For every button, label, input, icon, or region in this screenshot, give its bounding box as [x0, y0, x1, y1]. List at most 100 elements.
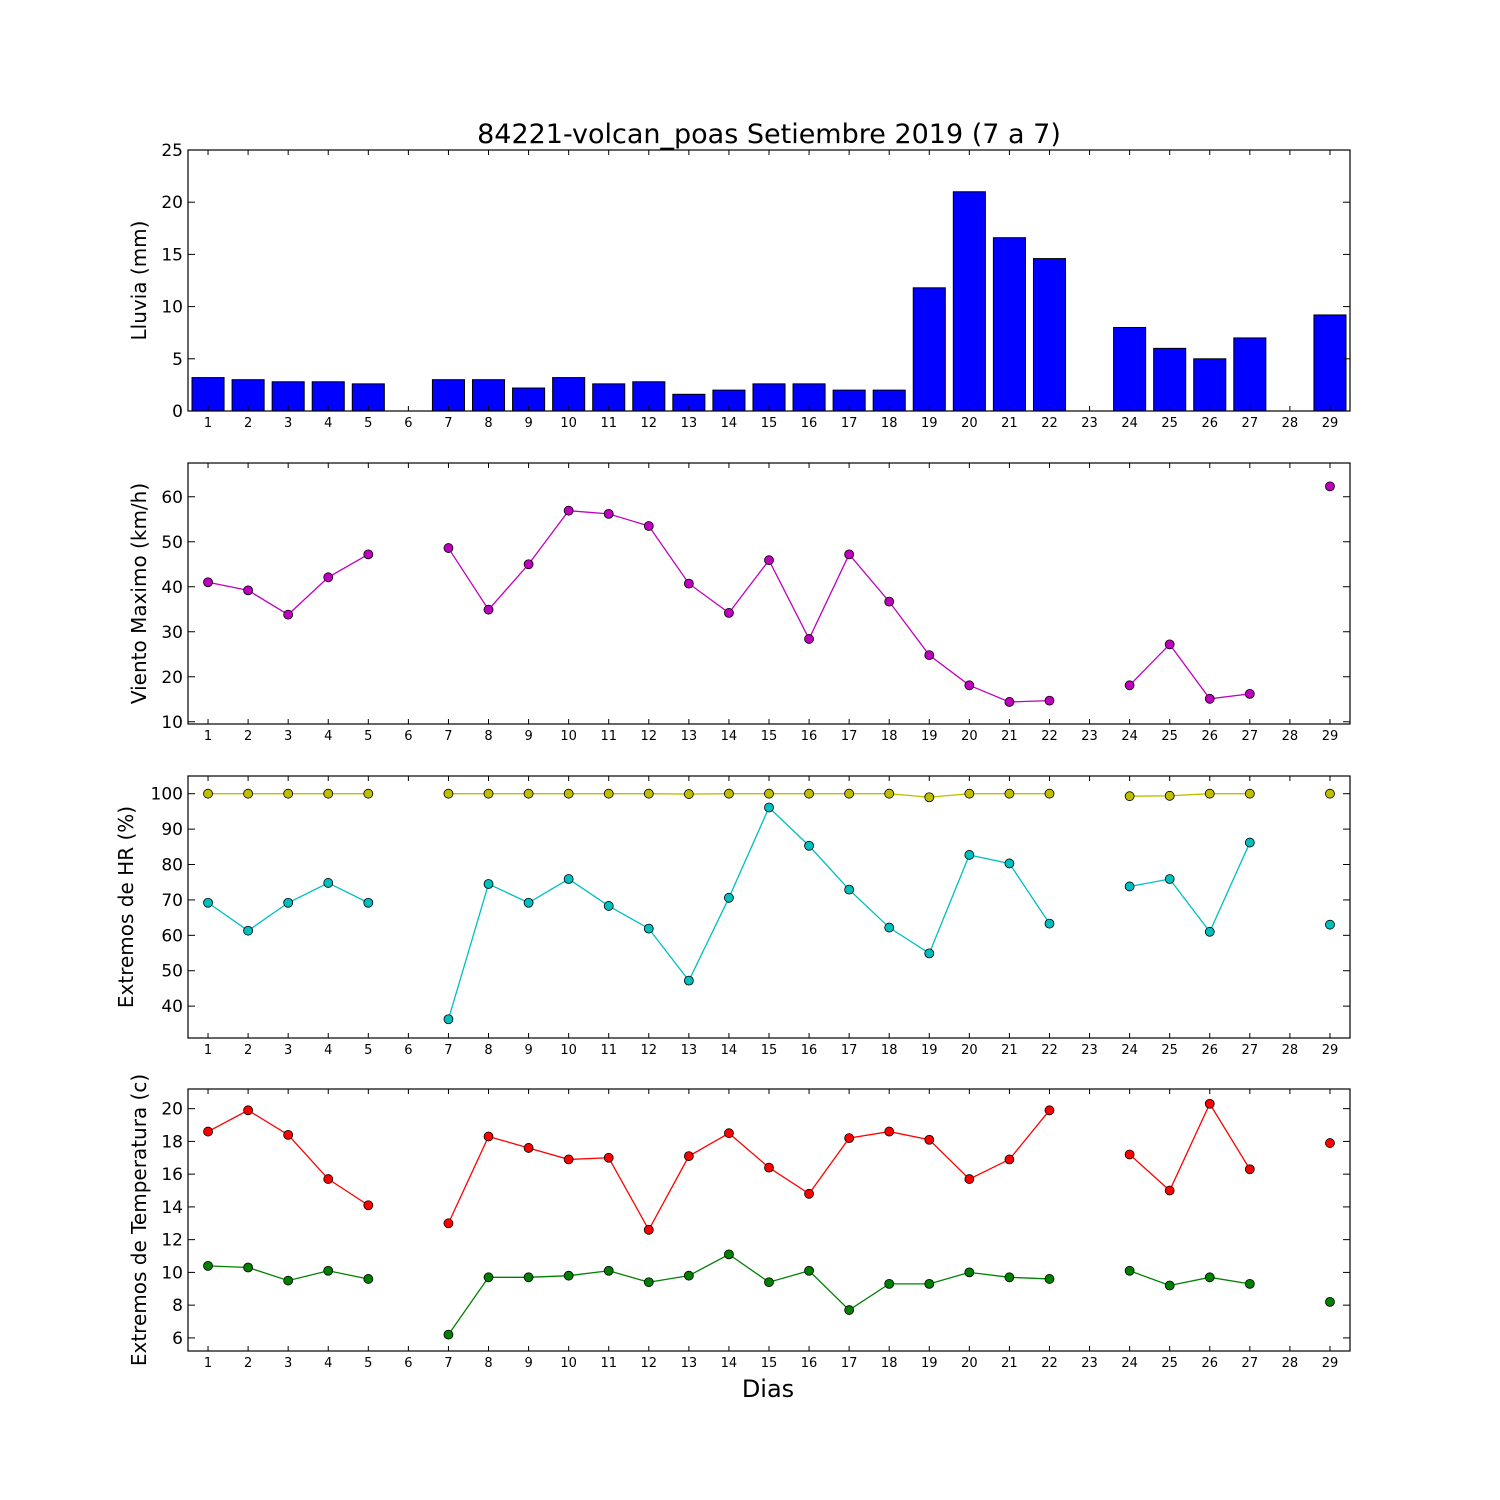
- temperature-series-0-point-day-8: [483, 1131, 494, 1142]
- temperature-series-1-point-day-26: [1204, 1272, 1215, 1283]
- temperature-x-tick-label: 3: [284, 1356, 292, 1371]
- wind-series-0-point-day-8: [483, 604, 494, 615]
- temperature-y-tick-label: 10: [161, 1263, 183, 1283]
- rain-x-tick-label: 23: [1081, 416, 1098, 431]
- rain-x-tick-label: 16: [801, 416, 818, 431]
- panel-wind: 1 2 3 4 5 6 7 8 9 10 11 12 13 14 15 16 17 18 19 20 21 22 23 24 2…: [127, 462, 1351, 744]
- rain-bar-day-21: [992, 237, 1026, 412]
- humidity-y-tick-label: 70: [161, 891, 183, 911]
- humidity-x-tick-label: 1: [204, 1043, 212, 1058]
- humidity-y-tick-label: 60: [161, 926, 183, 946]
- rain-x-tick-label: 11: [600, 416, 617, 431]
- temperature-series-0-point-day-16: [804, 1188, 814, 1199]
- temperature-x-tick-label: 4: [324, 1356, 332, 1371]
- temperature-series-1-point-day-16: [804, 1265, 814, 1276]
- wind-x-tick-label: 5: [364, 729, 372, 744]
- temperature-x-tick-label: 17: [841, 1356, 858, 1371]
- wind-x-tick-label: 3: [284, 729, 292, 744]
- humidity-series-0-point-day-1: [203, 788, 213, 799]
- temperature-series-0-point-day-1: [203, 1126, 213, 1137]
- wind-x-tick-label: 29: [1322, 729, 1339, 744]
- temperature-y-tick-label: 6: [172, 1329, 183, 1349]
- rain-x-tick-label: 24: [1121, 416, 1138, 431]
- temperature-x-tick-label: 14: [721, 1356, 738, 1371]
- wind-series-0-point-day-1: [203, 577, 213, 588]
- wind-x-tick-label: 4: [324, 729, 332, 744]
- wind-x-tick-label: 9: [524, 729, 532, 744]
- wind-series-0-point-day-27: [1244, 688, 1255, 699]
- temperature-series-1-point-day-2: [243, 1262, 254, 1273]
- humidity-y-axis-label: Extremos de HR (%): [114, 806, 138, 1008]
- temperature-x-tick-label: 29: [1322, 1356, 1339, 1371]
- temperature-x-tick-label: 21: [1001, 1356, 1018, 1371]
- wind-x-tick-label: 28: [1282, 729, 1299, 744]
- wind-x-tick-label: 17: [841, 729, 858, 744]
- humidity-series-0-point-day-7: [443, 788, 454, 799]
- temperature-series-0-point-day-7: [443, 1218, 454, 1229]
- humidity-x-tick-label: 27: [1242, 1043, 1259, 1058]
- humidity-y-tick-label: 90: [161, 820, 183, 840]
- rain-x-tick-label: 19: [921, 416, 938, 431]
- humidity-series-1-point-day-2: [243, 925, 254, 936]
- humidity-series-0-point-day-20: [964, 788, 975, 799]
- panel-rain: 1 2 3 4 5 6 7 8 9 10 11 12 13 14 15 16 17 18 19 20 21 22 23 24 2…: [127, 141, 1351, 431]
- rain-x-tick-label: 21: [1001, 416, 1018, 431]
- temperature-x-tick-label: 10: [560, 1356, 577, 1371]
- wind-x-tick-label: 15: [761, 729, 778, 744]
- humidity-x-tick-label: 7: [444, 1043, 452, 1058]
- wind-x-tick-label: 19: [921, 729, 938, 744]
- wind-series-0-point-day-25: [1164, 639, 1175, 650]
- temperature-y-tick-label: 14: [161, 1198, 183, 1218]
- temperature-x-tick-label: 2: [244, 1356, 252, 1371]
- wind-x-tick-label: 10: [560, 729, 577, 744]
- humidity-series-0-point-day-22: [1044, 788, 1055, 799]
- humidity-x-tick-label: 6: [404, 1043, 412, 1058]
- wind-y-tick-label: 50: [161, 533, 183, 553]
- humidity-series-1-point-day-17: [844, 884, 855, 895]
- humidity-series-1-point-day-26: [1204, 926, 1215, 937]
- humidity-x-tick-label: 3: [284, 1043, 292, 1058]
- humidity-series-0-point-day-9: [523, 788, 534, 799]
- humidity-series-1-point-day-27: [1244, 837, 1255, 848]
- humidity-x-tick-label: 5: [364, 1043, 372, 1058]
- temperature-series-0-point-day-10: [563, 1154, 574, 1165]
- x-axis-label: Dias: [742, 1375, 794, 1403]
- rain-x-tick-label: 26: [1201, 416, 1218, 431]
- humidity-y-tick-label: 50: [161, 962, 183, 982]
- humidity-series-1-point-day-10: [563, 874, 574, 884]
- temperature-y-tick-label: 12: [161, 1231, 183, 1251]
- humidity-series-1-line: [447, 806, 1051, 1020]
- rain-bar-day-22: [1032, 258, 1067, 412]
- humidity-x-tick-label: 22: [1041, 1043, 1058, 1058]
- wind-series-0-point-day-15: [764, 555, 774, 566]
- rain-x-tick-label: 29: [1322, 416, 1339, 431]
- humidity-x-tick-label: 25: [1161, 1043, 1178, 1058]
- temperature-series-0-line: [447, 1109, 1050, 1232]
- humidity-series-0-point-day-10: [563, 788, 574, 799]
- panels: 1 2 3 4 5 6 7 8 9 10 11 12 13 14 15 16 17 18 19 20 21 22 23 24 2…: [114, 141, 1351, 1371]
- humidity-x-tick-label: 13: [681, 1043, 698, 1058]
- temperature-series-0-point-day-15: [764, 1162, 774, 1173]
- wind-x-tick-label: 22: [1041, 729, 1058, 744]
- wind-x-tick-label: 11: [600, 729, 617, 744]
- temperature-y-tick-label: 20: [161, 1100, 183, 1120]
- humidity-series-0-point-day-21: [1004, 788, 1015, 799]
- temperature-x-tick-label: 20: [961, 1356, 978, 1371]
- wind-series-0-line: [447, 510, 1050, 703]
- temperature-series-1-point-day-10: [563, 1270, 574, 1281]
- rain-x-tick-label: 1: [204, 416, 212, 431]
- humidity-y-tick-label: 80: [161, 856, 183, 876]
- temperature-y-tick-label: 18: [161, 1132, 183, 1152]
- wind-series-0-point-day-17: [844, 549, 855, 560]
- temperature-y-axis-label: Extremos de Temperatura (c): [127, 1074, 151, 1366]
- wind-x-tick-label: 8: [484, 729, 492, 744]
- temperature-series-0-line: [207, 1109, 369, 1206]
- rain-x-tick-label: 13: [681, 416, 698, 431]
- temperature-series-0-point-day-18: [884, 1126, 895, 1137]
- temperature-x-tick-label: 11: [600, 1356, 617, 1371]
- wind-series-0-point-day-24: [1124, 680, 1135, 691]
- temperature-series-1-line: [447, 1253, 1050, 1336]
- humidity-x-tick-label: 9: [524, 1043, 532, 1058]
- wind-series-0-point-day-21: [1004, 697, 1015, 707]
- rain-x-tick-label: 14: [721, 416, 738, 431]
